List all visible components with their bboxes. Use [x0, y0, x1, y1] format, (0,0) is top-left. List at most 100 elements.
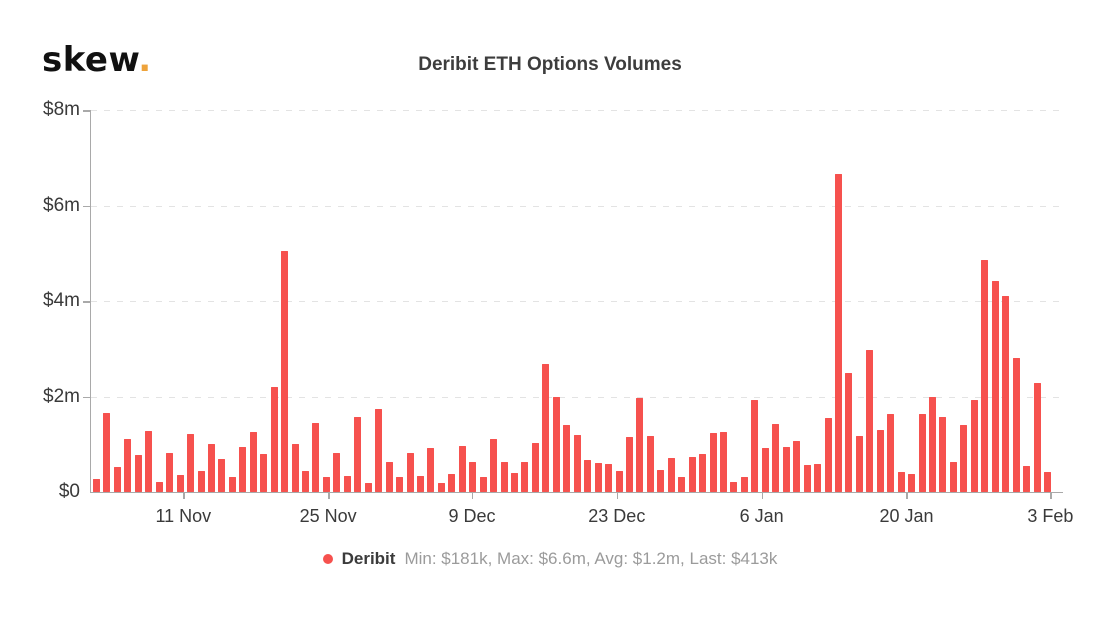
bar[interactable]: [479, 476, 487, 492]
bar[interactable]: [354, 417, 362, 492]
bar[interactable]: [333, 452, 341, 492]
bar[interactable]: [699, 453, 707, 492]
y-axis-label: $8m: [43, 99, 80, 120]
skew-logo[interactable]: skew.: [42, 40, 152, 80]
bar[interactable]: [145, 430, 153, 492]
bar[interactable]: [343, 476, 351, 492]
bar[interactable]: [929, 397, 936, 492]
bar[interactable]: [270, 386, 278, 492]
bar[interactable]: [197, 470, 205, 492]
bar[interactable]: [730, 482, 738, 492]
bar[interactable]: [678, 477, 686, 492]
bar[interactable]: [469, 461, 477, 492]
bar[interactable]: [521, 461, 529, 492]
bar[interactable]: [228, 476, 236, 492]
bar[interactable]: [542, 364, 550, 492]
bar[interactable]: [322, 477, 330, 492]
x-axis-label: 23 Dec: [588, 506, 646, 526]
bar[interactable]: [113, 467, 121, 492]
bar[interactable]: [594, 463, 602, 492]
bar[interactable]: [187, 434, 195, 492]
bar[interactable]: [605, 464, 613, 492]
bar[interactable]: [991, 281, 999, 492]
bar[interactable]: [239, 447, 247, 492]
bar[interactable]: [312, 422, 320, 492]
bar[interactable]: [134, 454, 142, 492]
bar[interactable]: [876, 429, 884, 492]
bar[interactable]: [970, 399, 978, 492]
bar[interactable]: [1033, 383, 1041, 492]
bar[interactable]: [918, 413, 926, 492]
bar[interactable]: [615, 471, 623, 492]
bar[interactable]: [281, 250, 289, 492]
bar[interactable]: [709, 433, 717, 492]
bar[interactable]: [688, 456, 696, 492]
bar[interactable]: [855, 435, 863, 492]
bar[interactable]: [761, 448, 769, 492]
bar[interactable]: [782, 447, 790, 492]
bar[interactable]: [124, 439, 132, 492]
bar[interactable]: [814, 464, 822, 492]
bar[interactable]: [1002, 295, 1010, 492]
bar[interactable]: [657, 469, 665, 492]
bar[interactable]: [302, 471, 309, 492]
bar[interactable]: [646, 436, 654, 492]
bar[interactable]: [364, 482, 372, 492]
bar[interactable]: [531, 443, 539, 492]
gridline: [91, 301, 1063, 302]
bar[interactable]: [458, 445, 466, 492]
bar[interactable]: [500, 462, 508, 492]
bar[interactable]: [406, 453, 414, 492]
bar[interactable]: [166, 452, 174, 492]
bar[interactable]: [1043, 472, 1051, 492]
bar[interactable]: [636, 398, 644, 492]
bar[interactable]: [260, 454, 268, 492]
bar[interactable]: [207, 443, 215, 492]
bar[interactable]: [824, 417, 832, 492]
y-axis-label: $0: [58, 481, 80, 502]
bar[interactable]: [385, 461, 393, 492]
bar[interactable]: [960, 425, 968, 492]
bar[interactable]: [93, 479, 100, 492]
bar[interactable]: [772, 424, 780, 492]
bar[interactable]: [981, 260, 989, 492]
chart-legend[interactable]: Deribit Min: $181k, Max: $6.6m, Avg: $1.…: [0, 549, 1100, 569]
bar[interactable]: [448, 473, 456, 492]
bar[interactable]: [291, 444, 299, 492]
bar[interactable]: [720, 431, 727, 492]
bar[interactable]: [552, 396, 560, 492]
bar[interactable]: [416, 475, 424, 492]
bar[interactable]: [939, 416, 947, 492]
bar[interactable]: [437, 483, 445, 492]
bar[interactable]: [949, 461, 957, 492]
bar[interactable]: [176, 475, 184, 492]
bar[interactable]: [573, 434, 581, 492]
skew-logo-dot: .: [138, 40, 152, 80]
bar[interactable]: [866, 350, 874, 492]
bar[interactable]: [249, 431, 257, 492]
bar[interactable]: [1012, 358, 1020, 492]
bar[interactable]: [375, 408, 383, 492]
bar[interactable]: [511, 472, 518, 492]
bar[interactable]: [908, 473, 916, 492]
bar[interactable]: [667, 458, 675, 492]
bar[interactable]: [563, 425, 571, 492]
bar[interactable]: [625, 436, 633, 492]
bar[interactable]: [897, 471, 905, 492]
bar[interactable]: [740, 477, 748, 492]
bar[interactable]: [793, 441, 801, 492]
bar[interactable]: [155, 481, 163, 492]
bar[interactable]: [396, 477, 404, 492]
bar[interactable]: [427, 448, 435, 492]
chart-title: Deribit ETH Options Volumes: [418, 54, 682, 75]
bar[interactable]: [803, 465, 811, 492]
bar[interactable]: [834, 174, 842, 492]
bar[interactable]: [1023, 465, 1031, 492]
bar[interactable]: [845, 372, 853, 492]
bar[interactable]: [103, 413, 111, 492]
bar[interactable]: [218, 458, 226, 492]
bar[interactable]: [751, 399, 759, 492]
bar[interactable]: [584, 459, 592, 492]
bar[interactable]: [887, 414, 895, 492]
bar[interactable]: [490, 438, 498, 492]
